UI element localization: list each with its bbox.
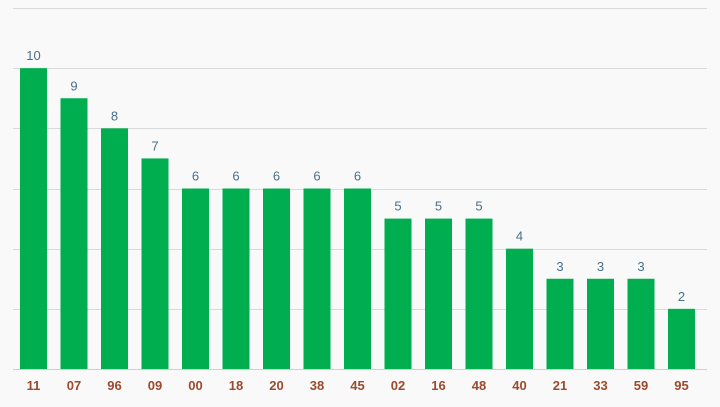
value-label-02: 5 bbox=[394, 199, 401, 214]
category-label-09: 09 bbox=[148, 378, 162, 393]
bar-21[interactable] bbox=[546, 278, 574, 369]
bar-07[interactable] bbox=[60, 98, 88, 369]
category-label-11: 11 bbox=[27, 378, 41, 393]
value-label-40: 4 bbox=[516, 229, 523, 244]
value-label-95: 2 bbox=[678, 289, 685, 304]
category-label-59: 59 bbox=[634, 378, 648, 393]
value-label-18: 6 bbox=[232, 169, 239, 184]
value-label-48: 5 bbox=[475, 199, 482, 214]
bar-11[interactable] bbox=[20, 68, 47, 370]
bar-40[interactable] bbox=[506, 248, 533, 369]
bar-38[interactable] bbox=[303, 188, 331, 370]
category-label-96: 96 bbox=[107, 378, 121, 393]
bars bbox=[20, 68, 695, 370]
category-label-48: 48 bbox=[472, 378, 486, 393]
category-label-21: 21 bbox=[553, 378, 567, 393]
category-label-02: 02 bbox=[391, 378, 405, 393]
value-label-00: 6 bbox=[192, 169, 199, 184]
value-label-38: 6 bbox=[313, 169, 320, 184]
bar-00[interactable] bbox=[182, 188, 209, 370]
category-label-95: 95 bbox=[674, 378, 688, 393]
bar-95[interactable] bbox=[668, 308, 695, 369]
category-label-16: 16 bbox=[431, 378, 445, 393]
category-label-40: 40 bbox=[512, 378, 526, 393]
category-label-18: 18 bbox=[229, 378, 243, 393]
bar-59[interactable] bbox=[627, 278, 655, 369]
category-label-00: 00 bbox=[188, 378, 202, 393]
category-label-33: 33 bbox=[593, 378, 607, 393]
category-labels: 11 07 96 09 00 18 20 38 45 02 16 48 40 21 33 59 95 bbox=[27, 378, 689, 393]
category-label-45: 45 bbox=[350, 378, 364, 393]
value-label-96: 8 bbox=[111, 108, 118, 123]
bar-20[interactable] bbox=[263, 188, 290, 370]
value-label-09: 7 bbox=[151, 138, 158, 153]
value-label-07: 9 bbox=[70, 78, 77, 93]
category-label-20: 20 bbox=[269, 378, 283, 393]
value-label-11: 10 bbox=[26, 48, 40, 63]
value-label-59: 3 bbox=[637, 259, 644, 274]
value-label-45: 6 bbox=[354, 169, 361, 184]
bar-48[interactable] bbox=[465, 218, 493, 369]
bar-45[interactable] bbox=[344, 188, 371, 370]
bar-33[interactable] bbox=[587, 278, 614, 369]
bar-02[interactable] bbox=[384, 218, 412, 369]
bar-09[interactable] bbox=[141, 158, 169, 369]
value-label-33: 3 bbox=[597, 259, 604, 274]
category-label-07: 07 bbox=[67, 378, 81, 393]
bar-18[interactable] bbox=[222, 188, 250, 370]
value-label-16: 5 bbox=[435, 199, 442, 214]
bar-96[interactable] bbox=[101, 128, 128, 369]
value-label-21: 3 bbox=[556, 259, 563, 274]
value-labels: 10 9 8 7 6 6 6 6 6 5 5 5 4 3 3 3 2 bbox=[26, 48, 685, 304]
bar-16[interactable] bbox=[425, 218, 452, 369]
category-label-38: 38 bbox=[310, 378, 324, 393]
value-label-20: 6 bbox=[273, 169, 280, 184]
